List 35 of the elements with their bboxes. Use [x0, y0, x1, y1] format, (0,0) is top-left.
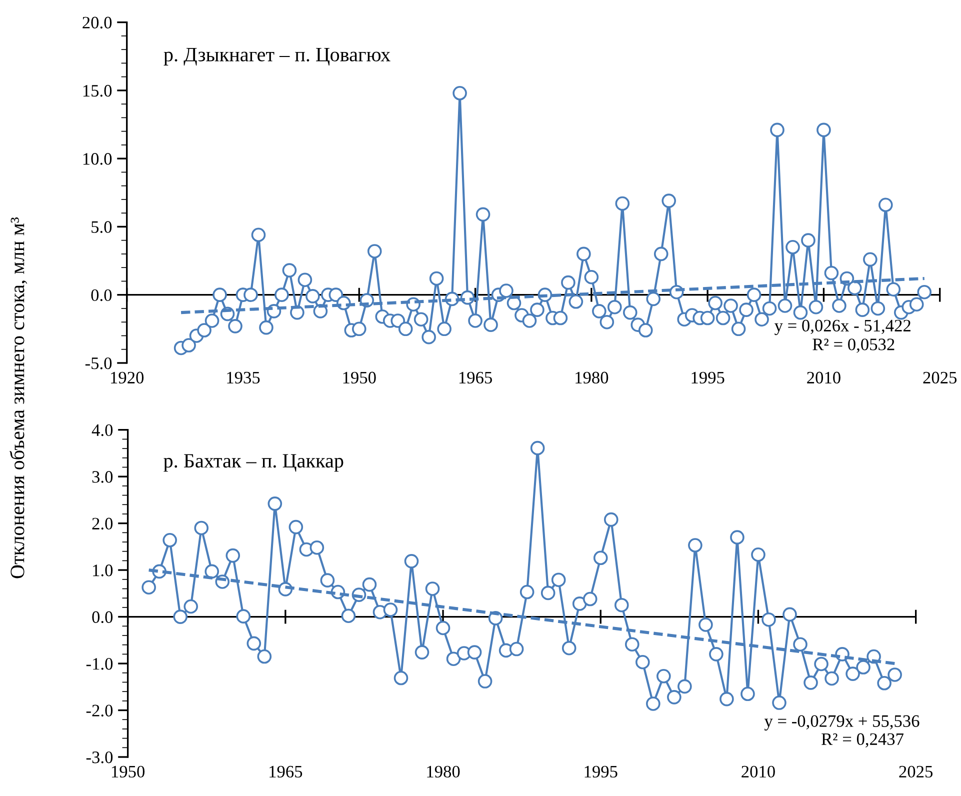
y-tick-label: 10.0: [83, 153, 112, 165]
annotation: y = 0,026x - 51,422: [774, 320, 910, 336]
y-tick-label: 5.0: [92, 221, 112, 233]
x-tick-label: 2025: [923, 372, 957, 384]
y-axis-title: Отклонения объема зимнего стока, млн м³: [10, 217, 28, 578]
x-tick-label: 2010: [742, 766, 775, 778]
x-tick-label: 1935: [227, 372, 260, 384]
x-tick-label: 1950: [112, 766, 145, 778]
x-tick-label: 2025: [899, 766, 933, 778]
annotation: R² = 0,0532: [812, 338, 894, 353]
x-tick-label: 1995: [584, 766, 618, 778]
text: р. Бахтак – п. Цаккар: [164, 454, 344, 472]
y-tick-label: 0.0: [91, 289, 112, 302]
x-tick-label: 1965: [459, 372, 492, 384]
y-tick-label: 0.0: [92, 611, 113, 624]
y-tick-label: -1.0: [86, 658, 113, 670]
y-tick-label: -2.0: [86, 704, 113, 717]
y-tick-label: -3.0: [86, 751, 113, 764]
x-tick-label: 1920: [111, 372, 144, 384]
annotation: y = -0,0279x + 55,536: [764, 715, 920, 731]
y-tick-label: 2.0: [92, 518, 113, 530]
x-tick-label: 1995: [692, 372, 724, 384]
x-tick-label: 1980: [427, 766, 460, 778]
x-tick-label: 2010: [807, 372, 840, 384]
x-tick-label: 1980: [576, 372, 608, 384]
y-tick-label: 3.0: [92, 471, 113, 483]
y-tick-label: 15.0: [83, 84, 112, 97]
text: р. Дзыкнагет – п. Цовагюх: [164, 48, 390, 66]
y-tick-label: 20.0: [82, 16, 112, 29]
y-tick-label: 1.0: [93, 564, 113, 576]
y-tick-label: 4.0: [92, 424, 113, 436]
x-tick-label: 1965: [270, 766, 302, 778]
y-tick-label: -5.0: [85, 357, 112, 370]
annotation: R² = 0,2437: [822, 733, 904, 748]
x-tick-label: 1950: [343, 372, 376, 384]
